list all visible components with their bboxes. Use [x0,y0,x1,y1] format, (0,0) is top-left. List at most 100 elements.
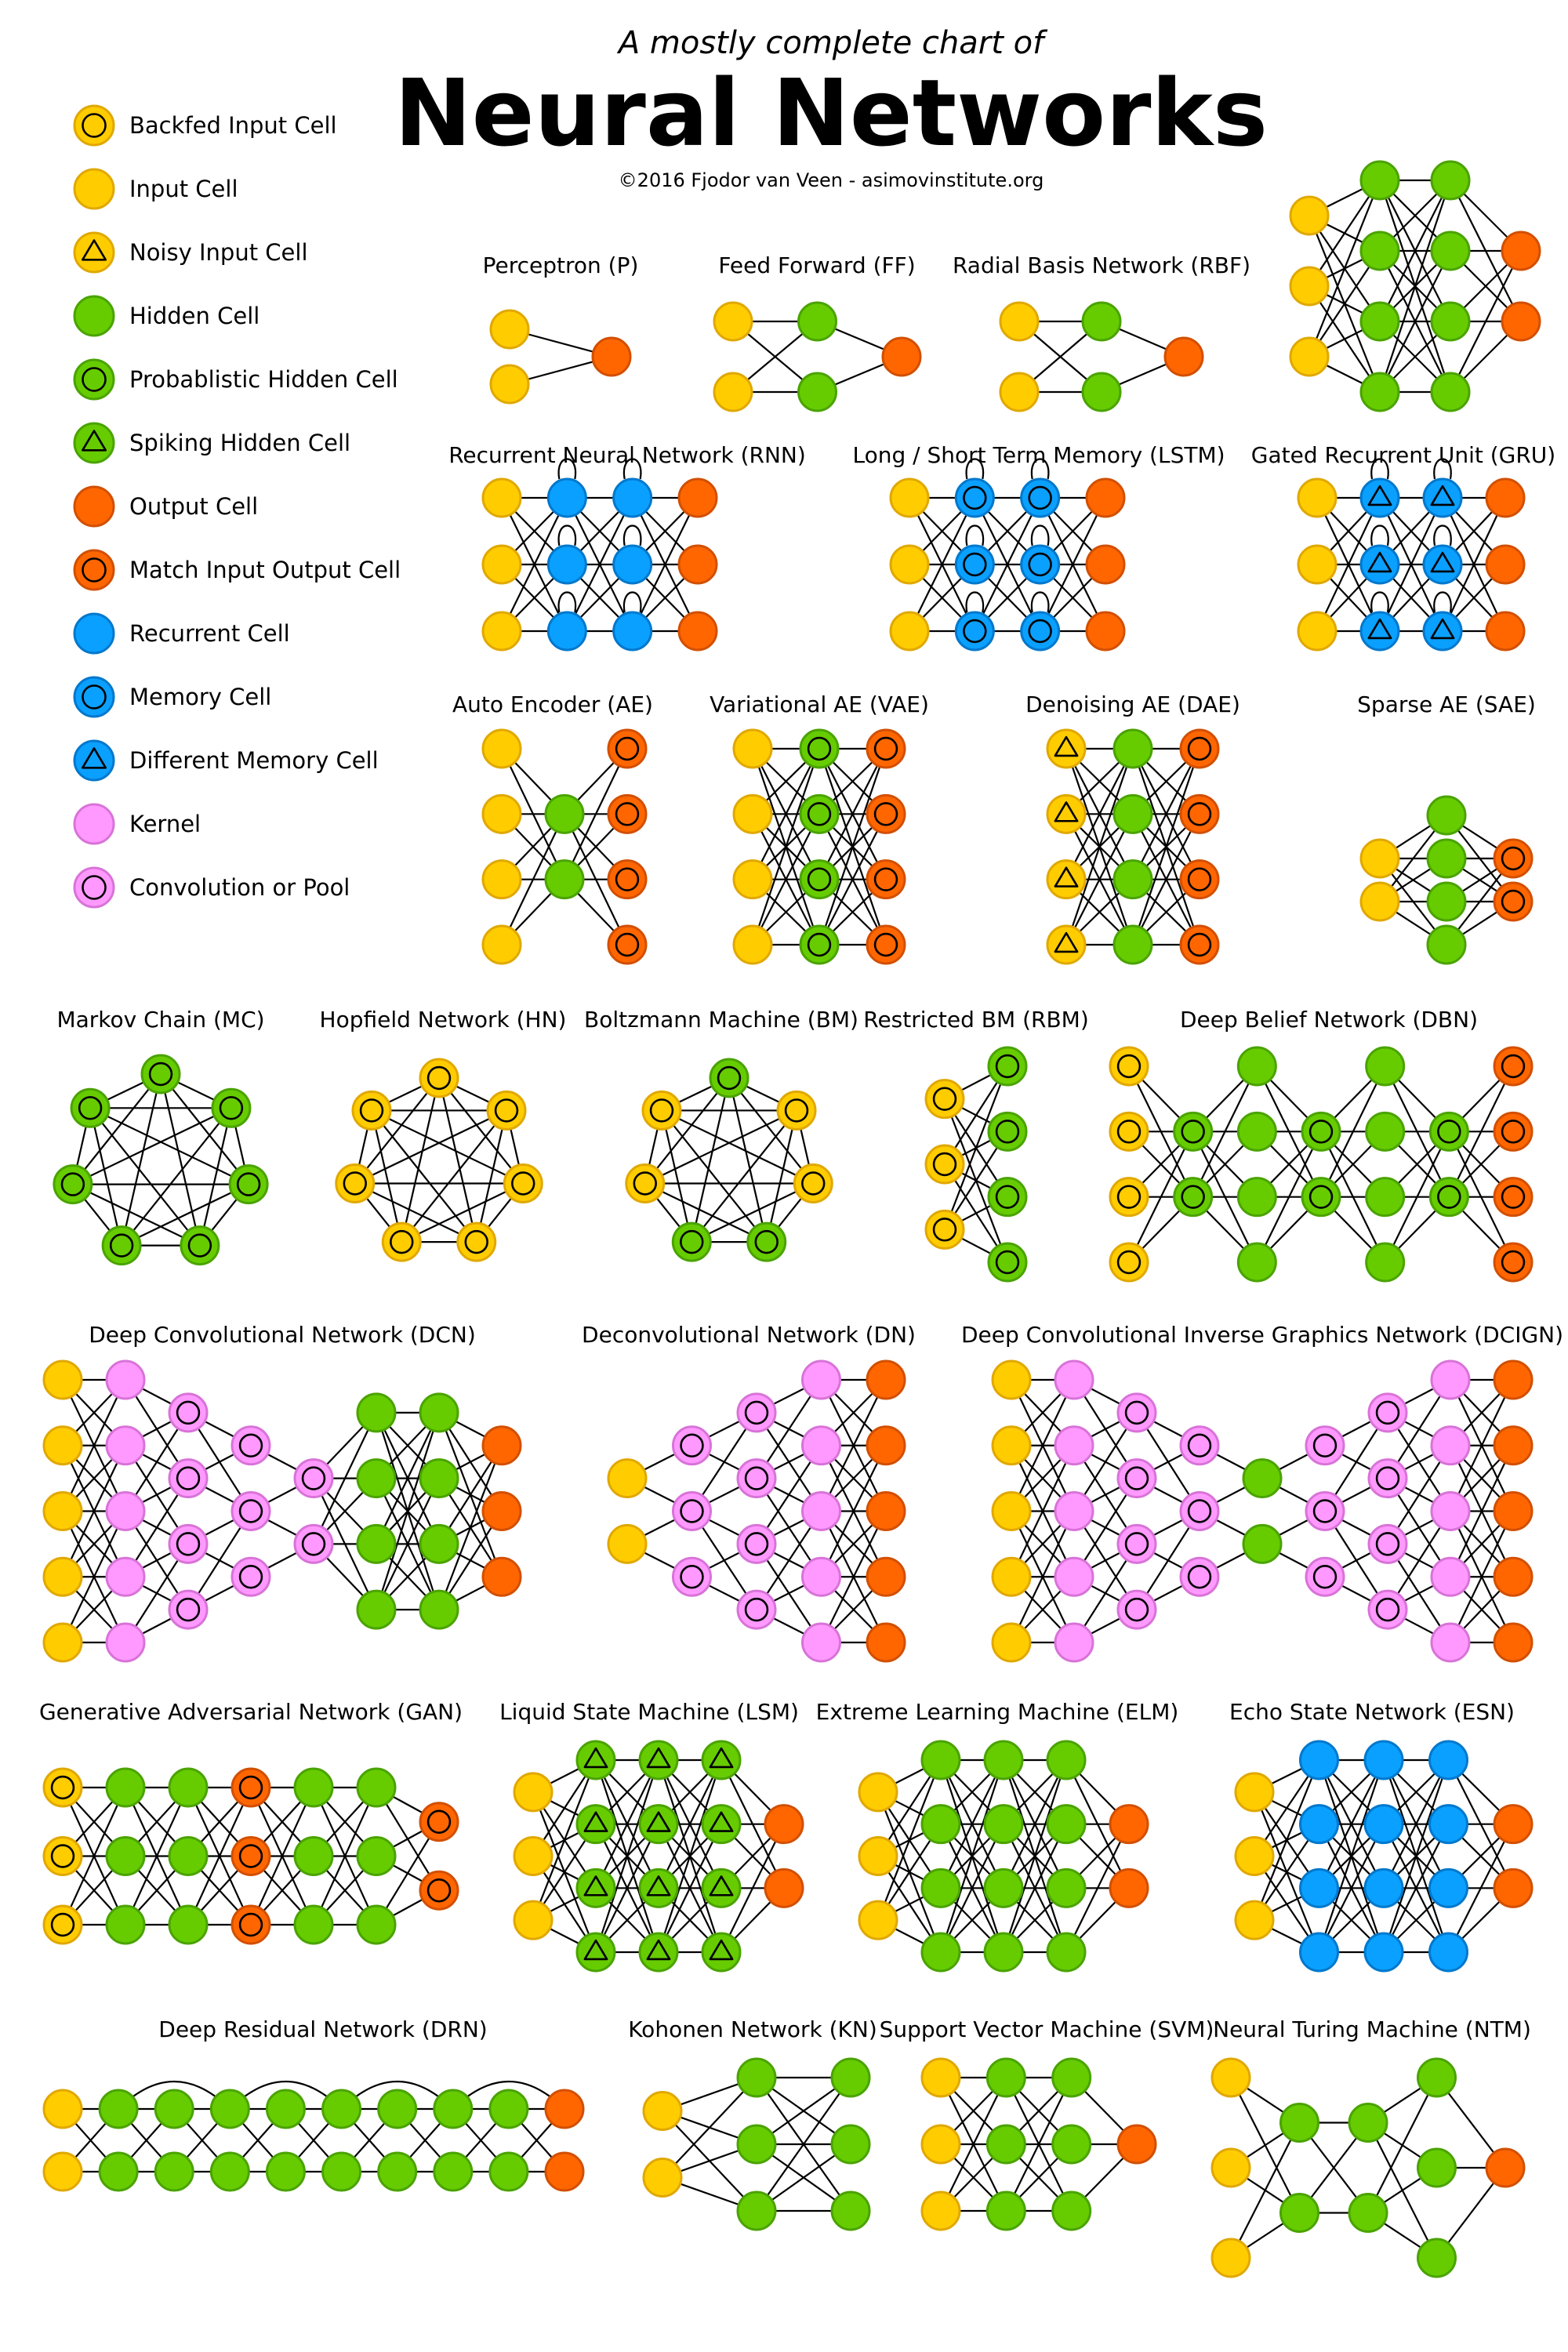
hidden-cell [575,1932,616,1973]
input-cell [481,924,522,965]
cells [42,2089,585,2192]
hidden-cell [746,1221,787,1262]
input-cell [1210,2057,1251,2098]
legend-label: Backfed Input Cell [129,112,337,139]
input-cell [642,2158,683,2198]
hidden-cell [98,2151,139,2192]
input-cell [858,1772,898,1813]
hidden-cell [736,2124,777,2165]
hidden-cell [1051,2124,1092,2165]
input-cell [1297,611,1338,652]
input-cell [1289,336,1330,377]
recurrent-cell [1363,1932,1404,1973]
recurrent-cell [1363,1867,1404,1908]
network-dcn: Deep Convolutional Network (DCN) [42,1322,522,1663]
cells [335,1058,543,1262]
input-cell [991,1491,1032,1531]
input-cell [42,1425,83,1466]
cells [924,1046,1028,1283]
kernel-cell [801,1359,841,1400]
kernel-cell [1116,1458,1157,1499]
hidden-cell [1348,2103,1388,2143]
input-cell [481,728,522,769]
cells [513,1740,804,1973]
kernel-cell [105,1425,146,1466]
hidden-cell [638,1804,679,1845]
kernel-cell [230,1556,271,1597]
hidden-cell [920,1804,961,1845]
hidden-cell [168,1904,209,1945]
hidden-cell [105,1836,146,1876]
hidden-cell [1426,881,1467,922]
hidden-cell [1365,1046,1406,1087]
kernel-cell [293,1523,334,1564]
output-cell [1109,1867,1149,1908]
recurrent-cell [1428,1740,1468,1780]
input-cell [42,1556,83,1597]
network-title: Denoising AE (DAE) [1025,691,1240,717]
output-cell [1493,1491,1534,1531]
kernel-cell [801,1491,841,1531]
output-cell [1493,881,1534,922]
hidden-cell [1081,372,1122,412]
hidden-cell [797,301,837,342]
output-cell [866,1359,906,1400]
network-ff: Feed Forward (FF) [713,252,922,412]
kernel-cell [105,1359,146,1400]
hidden-cell [983,1932,1024,1973]
network-title: Restricted BM (RBM) [863,1007,1089,1033]
output-cell [866,793,906,834]
kernel-cell [1305,1491,1345,1531]
legend-label: Hidden Cell [129,303,260,329]
hidden-cell [168,1767,209,1808]
hidden-cell [293,1836,334,1876]
recurrent-cell [1428,1867,1468,1908]
recurrent-cell [1359,611,1400,652]
hidden-cell [377,2089,418,2129]
network-svm: Support Vector Machine (SVM) [880,2016,1214,2231]
hidden-cell [1279,2103,1319,2143]
legend-label: Convolution or Pool [129,874,350,901]
input-cell [1046,859,1087,900]
input-cell [999,372,1040,412]
recurrent-cell [612,611,653,652]
output-cell [866,1491,906,1531]
output-cell [881,336,922,377]
input-cell [1234,1836,1275,1876]
input-cell [607,1458,648,1499]
output-cell [1493,1359,1534,1400]
kernel-cell [1179,1556,1220,1597]
input-cell [481,611,522,652]
input-cell [607,1523,648,1564]
hidden-cell [985,2190,1026,2231]
hidden-cell [488,2151,529,2192]
input-cell [1297,477,1338,518]
hidden-cell [419,1392,459,1433]
input-cell [889,477,930,518]
kernel-cell [1054,1425,1094,1466]
output-cell [866,1425,906,1466]
network-ntm: Neural Turing Machine (NTM) [1210,2016,1531,2278]
network-title: Boltzmann Machine (BM) [584,1007,858,1033]
recurrent-cell [954,544,995,585]
recurrent-cell [1428,1932,1468,1973]
hidden-cell [154,2151,194,2192]
input-cell [732,793,773,834]
hidden-cell [1173,1111,1214,1152]
kernel-cell [1116,1589,1157,1630]
hidden-cell [1279,2193,1319,2233]
kernel-cell [1054,1359,1094,1400]
network-title: Long / Short Term Memory (LSTM) [852,442,1225,468]
output-cell [607,728,648,769]
hidden-cell [1417,2238,1457,2278]
hidden-cell [321,2089,362,2129]
chart-subtitle: A mostly complete chart of [616,25,1048,61]
network-title: Variational AE (VAE) [710,691,929,717]
input-cell [924,1144,965,1185]
connections [532,1759,785,1954]
output-cell [1163,336,1204,377]
kernel-cell [1116,1523,1157,1564]
hidden-cell [1112,924,1153,965]
hidden-cell [419,1458,459,1499]
